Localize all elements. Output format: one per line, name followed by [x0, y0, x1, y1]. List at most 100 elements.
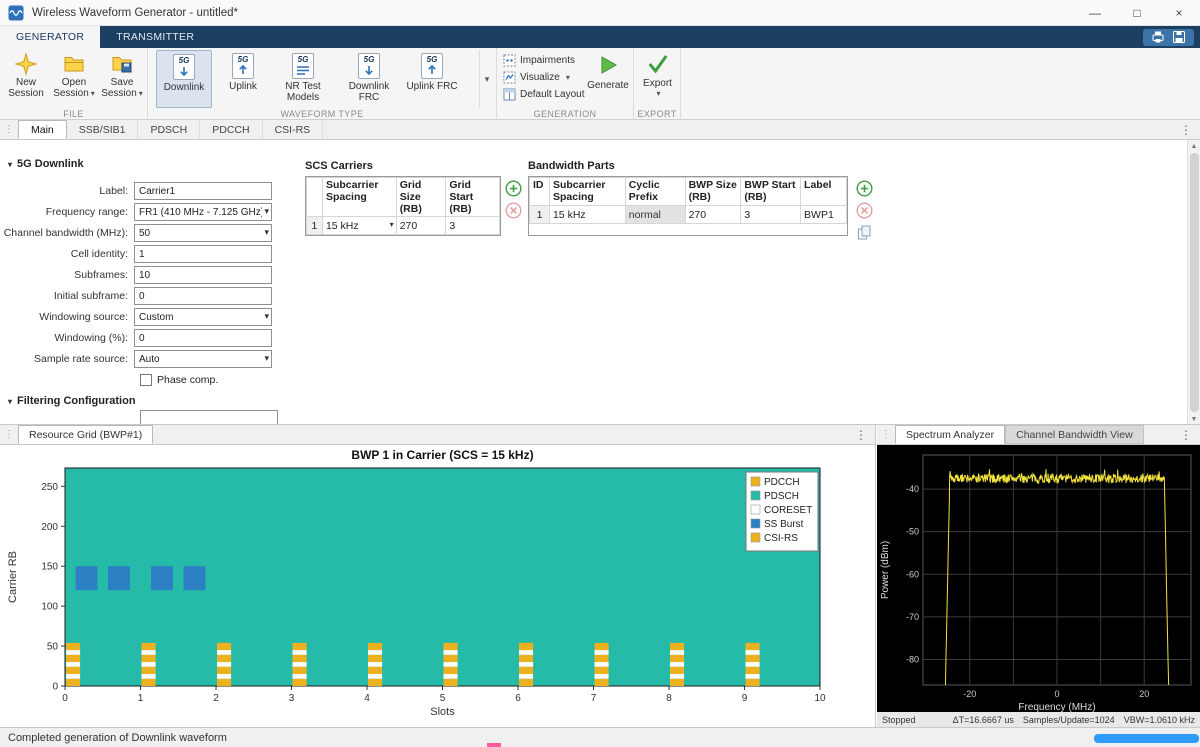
bwp-label-cell[interactable]: BWP1 [800, 205, 847, 224]
waveform-nr-test-models-button[interactable]: 5G NR Test Models [272, 50, 334, 108]
input-windowing[interactable]: 0 [134, 329, 272, 347]
tab-pdsch[interactable]: PDSCH [138, 120, 201, 139]
input-label[interactable]: Carrier1 [134, 182, 272, 200]
corner-cell [306, 177, 323, 217]
collapse-icon: ▾ [8, 159, 13, 169]
waveform-gallery-expand-button[interactable]: ▾ [479, 50, 494, 108]
bwp-start-cell[interactable]: 3 [740, 205, 802, 224]
waveform-downlink-frc-button[interactable]: 5G Downlink FRC [340, 50, 398, 108]
section-label-file: FILE [63, 109, 84, 119]
svg-text:-40: -40 [906, 484, 919, 494]
impairments-button[interactable]: Impairments [503, 53, 575, 68]
bwp-size-cell[interactable]: 270 [684, 205, 742, 224]
spectrum-tab-bar: ⋮ Spectrum Analyzer Channel Bandwidth Vi… [877, 425, 1200, 445]
tab-main[interactable]: Main [18, 120, 67, 139]
save-session-button[interactable]: Save Session ▾ [99, 50, 145, 108]
field-label: Initial subframe: [53, 290, 128, 302]
new-session-icon [15, 52, 37, 76]
tab-ssb-sib1[interactable]: SSB/SIB1 [67, 120, 139, 139]
scrollbar-thumb[interactable] [1189, 153, 1199, 412]
tab-spectrum-analyzer[interactable]: Spectrum Analyzer [895, 425, 1006, 444]
column-header[interactable]: BWP Size (RB) [684, 177, 742, 206]
column-header[interactable]: BWP Start (RB) [740, 177, 802, 206]
waveform-downlink-button[interactable]: 5G Downlink [156, 50, 212, 108]
open-session-button[interactable]: Open Session ▾ [51, 50, 97, 108]
form-row: Subframes: 10 [0, 266, 272, 284]
tab-csi-rs[interactable]: CSI-RS [263, 120, 324, 139]
export-button[interactable]: Export ▾ [635, 50, 680, 108]
field-value: 1 [139, 248, 145, 260]
document-tab-bar: ⋮ Main SSB/SIB1 PDSCH PDCCH CSI-RS ⋮ [0, 120, 1200, 140]
input-cell-identity[interactable]: 1 [134, 245, 272, 263]
svg-text:0: 0 [52, 682, 58, 693]
grid-start-cell[interactable]: 3 [445, 216, 500, 235]
input-subframes[interactable]: 10 [134, 266, 272, 284]
tab-channel-bandwidth-view[interactable]: Channel Bandwidth View [1005, 425, 1144, 444]
new-session-label: New Session [3, 77, 49, 99]
minimize-button[interactable]: — [1089, 5, 1101, 20]
tab-generator[interactable]: GENERATOR [0, 26, 101, 48]
scroll-up-icon[interactable]: ▲ [1190, 142, 1198, 150]
svg-text:2: 2 [213, 693, 219, 704]
copy-row-icon[interactable] [856, 224, 873, 241]
section-header-5g-downlink[interactable]: ▾ 5G Downlink [8, 158, 84, 170]
column-header[interactable]: Cyclic Prefix [624, 177, 686, 206]
input-initial-subframe[interactable]: 0 [134, 287, 272, 305]
form-row: Frequency range: FR1 (410 MHz - 7.125 GHz… [0, 203, 272, 221]
tab-resource-grid[interactable]: Resource Grid (BWP#1) [18, 425, 154, 444]
horizontal-scrollbar-thumb[interactable] [1094, 734, 1199, 743]
section-label-export: EXPORT [637, 109, 677, 119]
add-row-icon[interactable] [505, 180, 522, 197]
default-layout-button[interactable]: Default Layout [503, 87, 585, 102]
field-value: 50 [139, 227, 151, 239]
column-header[interactable]: Grid Size (RB) [395, 177, 447, 217]
column-header[interactable]: Label [800, 177, 847, 206]
table-row: 1 15 kHz ▾ 270 3 [306, 216, 500, 235]
maximize-button[interactable]: □ [1133, 5, 1141, 20]
tab-transmitter[interactable]: TRANSMITTER [116, 31, 195, 43]
visualize-dropdown[interactable]: Visualize ▾ [503, 70, 570, 85]
save-icon[interactable] [1172, 30, 1186, 44]
generate-button[interactable]: Generate [585, 50, 631, 108]
column-header[interactable]: Subcarrier Spacing [321, 177, 397, 217]
column-header[interactable]: ID [529, 177, 550, 206]
overflow-menu-icon[interactable]: ⋮ [855, 427, 867, 442]
svg-text:6: 6 [515, 693, 521, 704]
svg-text:Slots: Slots [430, 706, 455, 718]
samples-per-update-value: Samples/Update=1024 [1022, 714, 1115, 725]
form-row: Windowing (%): 0 [0, 329, 272, 347]
column-header[interactable]: Grid Start (RB) [445, 177, 500, 217]
vertical-scrollbar[interactable]: ▲ ▼ [1187, 140, 1200, 424]
bandwidth-parts-buttons [856, 180, 873, 241]
remove-row-icon[interactable] [856, 202, 873, 219]
dropdown-windowing-source[interactable]: Custom ▾ [134, 308, 272, 326]
phase-comp-checkbox[interactable] [140, 374, 152, 386]
close-button[interactable]: × [1175, 5, 1183, 20]
section-header-filtering[interactable]: ▾ Filtering Configuration [8, 395, 136, 407]
waveform-uplink-button[interactable]: 5G Uplink [220, 50, 266, 108]
overflow-menu-icon[interactable]: ⋮ [1180, 427, 1192, 442]
bwp-cyclic-prefix-cell: normal [624, 205, 686, 224]
dropdown-frequency-range[interactable]: FR1 (410 MHz - 7.125 GHz) ▾ [134, 203, 272, 221]
dropdown-sample-rate-source[interactable]: Auto ▾ [134, 350, 272, 368]
add-row-icon[interactable] [856, 180, 873, 197]
phase-comp-row: Phase comp. [140, 373, 218, 387]
new-session-button[interactable]: New Session [3, 50, 49, 108]
tab-pdcch[interactable]: PDCCH [200, 120, 263, 139]
bwp-subcarrier-spacing-cell[interactable]: 15 kHz [548, 205, 626, 224]
print-icon[interactable] [1151, 30, 1165, 44]
overflow-menu-icon[interactable]: ⋮ [1180, 122, 1192, 137]
caret-down-icon: ▾ [262, 311, 269, 322]
remove-row-icon[interactable] [505, 202, 522, 219]
waveform-uplink-frc-button[interactable]: 5G Uplink FRC [404, 50, 460, 108]
bwp-id-cell: 1 [529, 205, 550, 224]
column-header[interactable]: Subcarrier Spacing [548, 177, 626, 206]
subcarrier-spacing-cell-dropdown[interactable]: 15 kHz ▾ [321, 216, 397, 235]
scroll-down-icon[interactable]: ▼ [1190, 415, 1198, 423]
svg-text:5G: 5G [427, 55, 438, 64]
button-label: NR Test Models [285, 81, 321, 103]
dropdown-channel-bandwidth-mhz[interactable]: 50 ▾ [134, 224, 272, 242]
form-row: Channel bandwidth (MHz): 50 ▾ [0, 224, 272, 242]
grid-size-cell[interactable]: 270 [395, 216, 447, 235]
ribbon: New Session Open Session ▾ Save Session ▾ … [0, 48, 1200, 120]
